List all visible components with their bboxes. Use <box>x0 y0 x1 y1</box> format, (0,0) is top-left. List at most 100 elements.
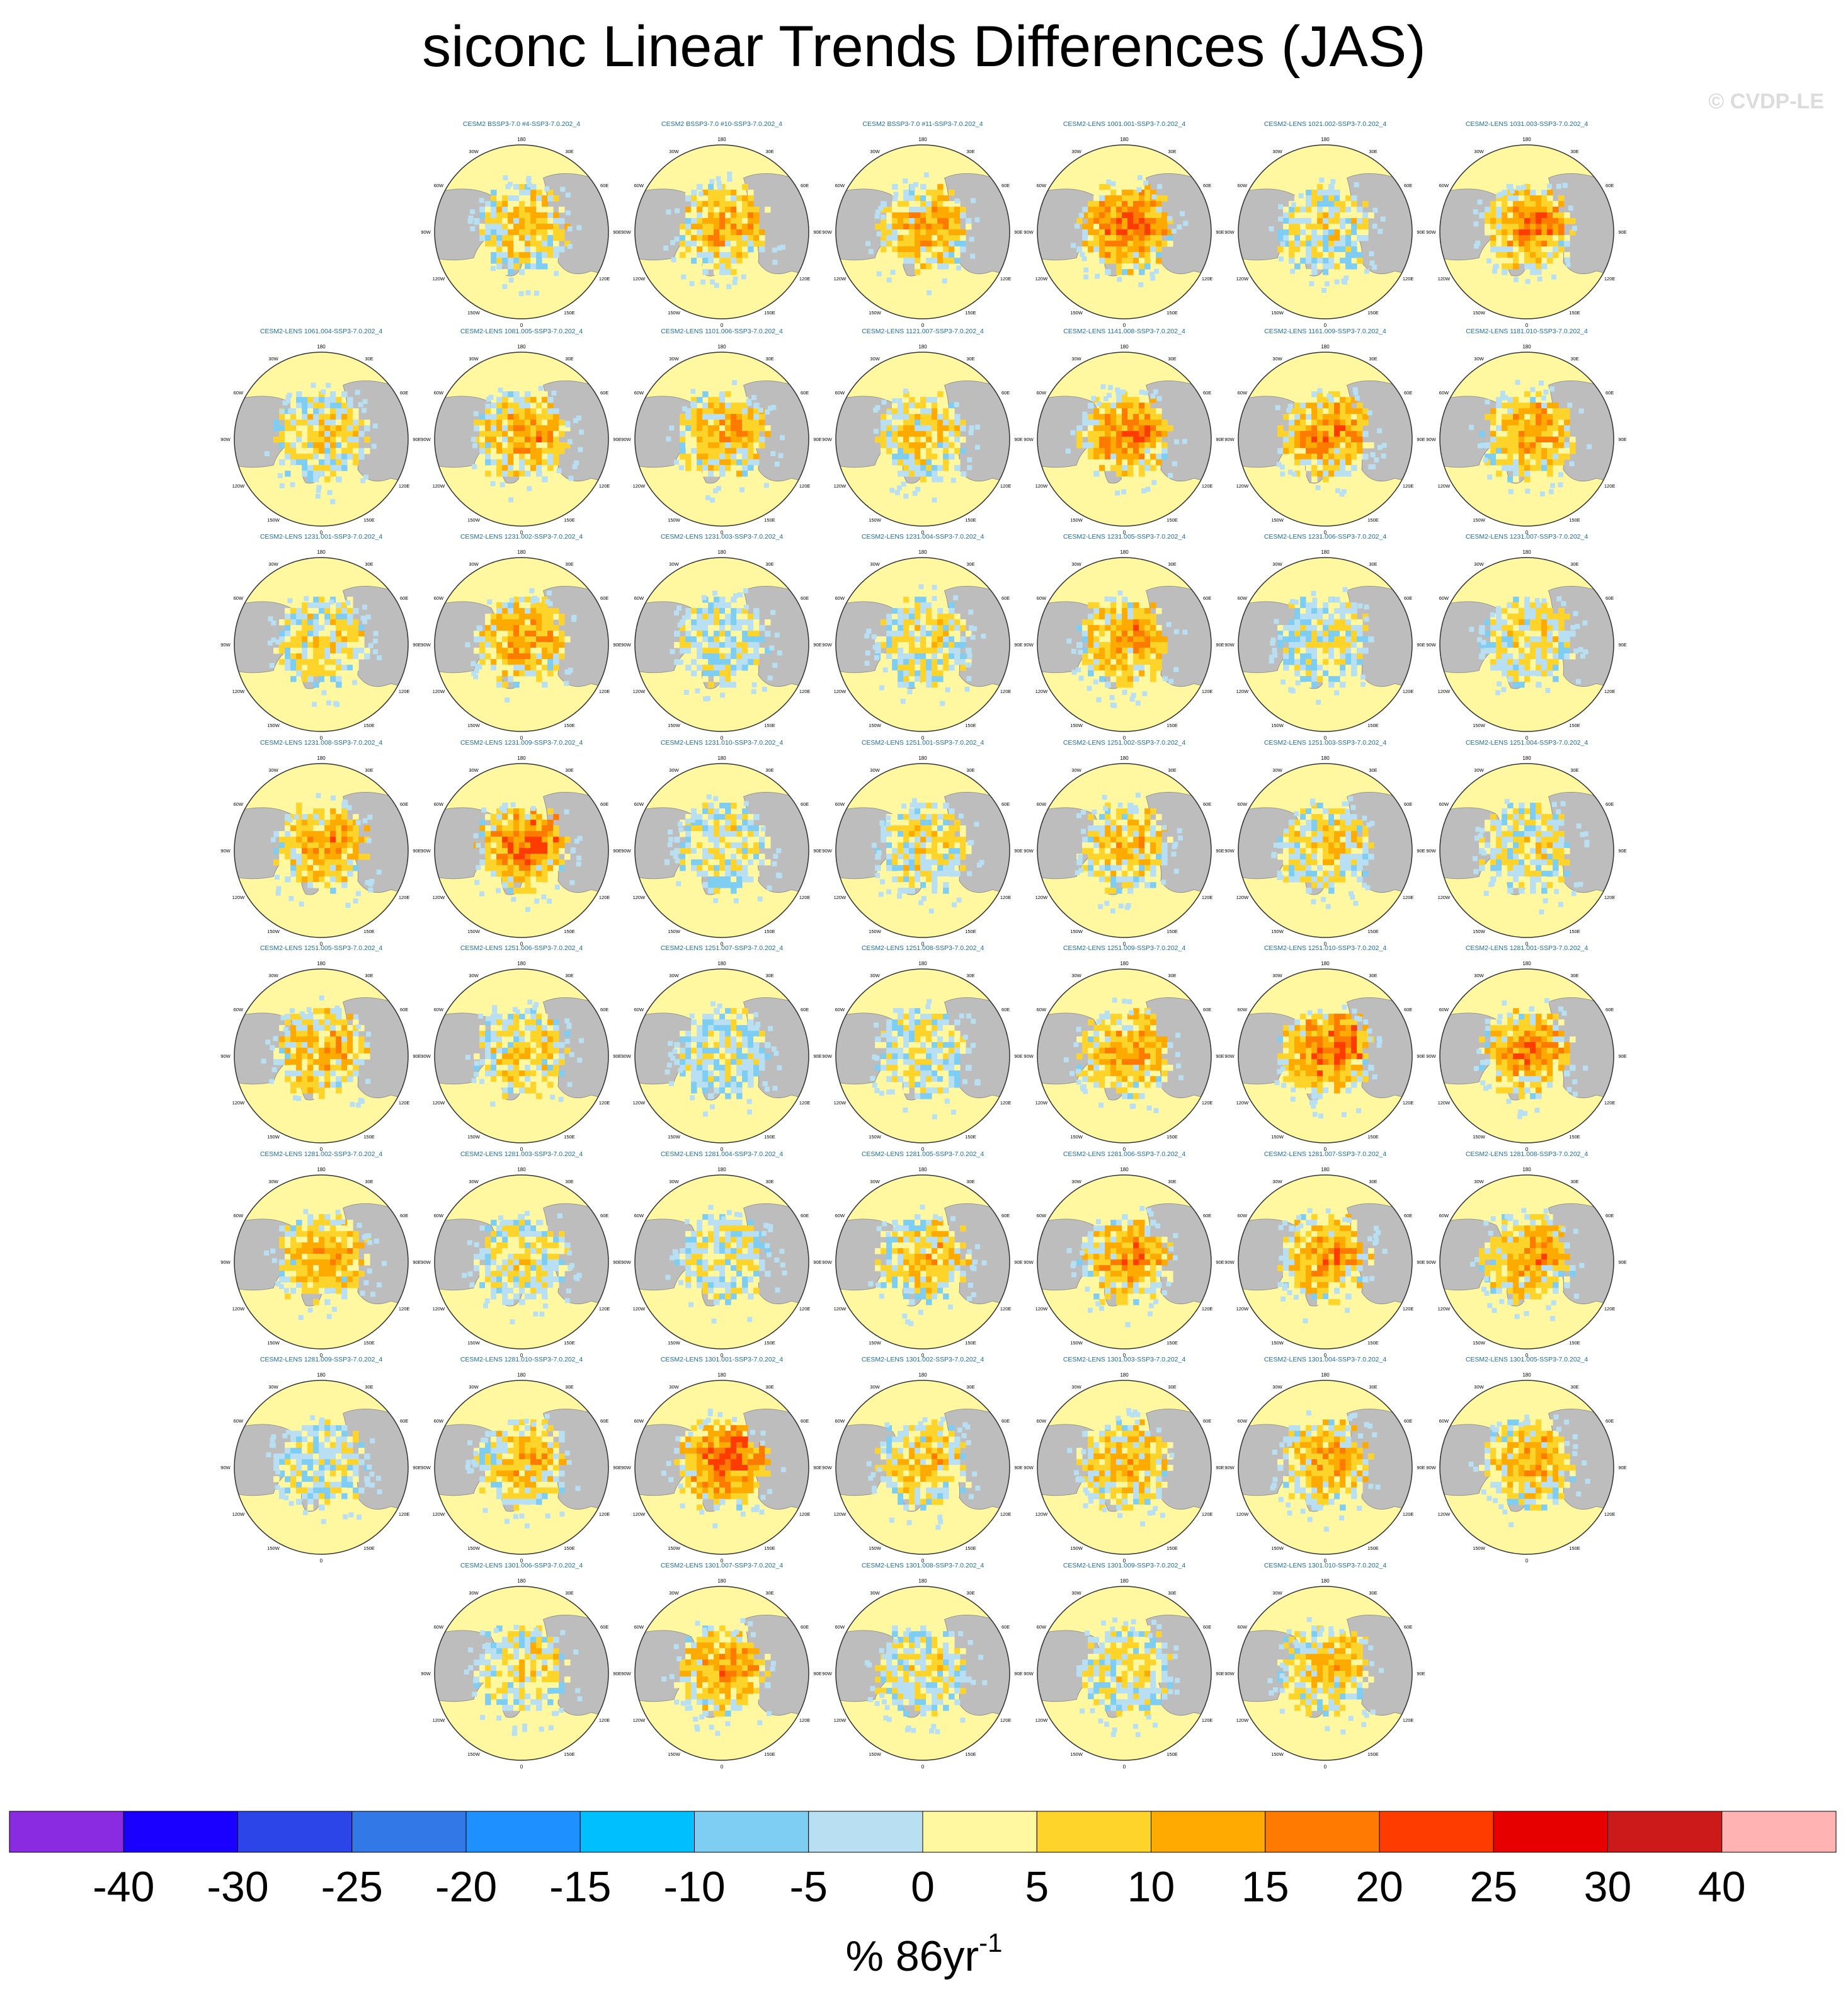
trend-cell <box>1127 614 1134 620</box>
trend-cell <box>1116 190 1122 196</box>
trend-cell <box>296 831 302 837</box>
trend-cell <box>485 448 491 454</box>
trend-cell <box>336 659 342 665</box>
trend-cell <box>1105 454 1111 460</box>
trend-cell <box>519 642 525 648</box>
lon-label: 150W <box>1473 723 1486 728</box>
trend-cell <box>525 820 531 826</box>
trend-cell <box>903 636 910 643</box>
lon-label: 90E <box>1618 437 1626 442</box>
lon-label: 120W <box>1035 483 1049 489</box>
trend-cell <box>290 848 297 854</box>
trend-cell <box>742 246 748 253</box>
trend-cell <box>519 246 525 253</box>
trend-cell <box>1340 625 1346 631</box>
trend-cell <box>1340 241 1346 247</box>
trend-cell <box>1570 625 1576 631</box>
trend-cell <box>1573 648 1579 654</box>
trend-cell <box>1502 212 1508 219</box>
trend-cell <box>1107 385 1113 391</box>
trend-cell <box>341 420 348 426</box>
trend-cell <box>1362 648 1369 654</box>
trend-cell <box>1507 670 1514 677</box>
trend-cell <box>685 224 692 230</box>
trend-cell <box>285 842 291 849</box>
trend-cell <box>502 876 508 883</box>
trend-cell <box>1122 665 1128 671</box>
trend-cell <box>1547 437 1553 443</box>
trend-cell <box>525 207 531 213</box>
trend-cell <box>496 625 503 631</box>
trend-cell <box>725 403 731 409</box>
trend-cell <box>285 854 291 860</box>
trend-cell <box>1357 207 1363 213</box>
panel-title: CESM2-LENS 1021.002-SSP3-7.0.202_4 <box>1264 120 1387 128</box>
trend-cell <box>307 670 314 677</box>
trend-cell <box>1122 465 1128 471</box>
trend-cell <box>1093 229 1100 236</box>
trend-cell <box>1088 448 1094 454</box>
trend-cell <box>909 636 915 643</box>
trend-cell <box>1507 614 1514 620</box>
trend-cell <box>759 437 765 443</box>
trend-cell <box>553 614 559 620</box>
trend-cell <box>519 454 525 460</box>
trend-cell <box>1306 648 1312 654</box>
trend-cell <box>525 619 531 626</box>
trend-cell <box>513 602 520 609</box>
lon-label: 90E <box>413 848 421 854</box>
trend-cell <box>525 224 531 230</box>
trend-cell <box>949 403 955 409</box>
lon-label: 60W <box>1439 183 1449 188</box>
trend-cell <box>362 399 368 404</box>
trend-cell <box>1524 653 1531 660</box>
lon-label: 30W <box>469 149 479 154</box>
trend-cell <box>674 631 680 637</box>
trend-cell <box>508 636 514 643</box>
trend-cell <box>530 229 537 236</box>
trend-cell <box>1093 631 1100 637</box>
trend-cell <box>491 235 497 241</box>
lon-label: 120W <box>433 483 446 489</box>
trend-cell <box>719 682 726 688</box>
trend-cell <box>1485 631 1491 637</box>
trend-cell <box>1507 229 1514 236</box>
trend-cell <box>1569 461 1575 467</box>
trend-cell <box>932 252 938 258</box>
trend-cell <box>1122 252 1128 258</box>
trend-cell <box>530 631 537 637</box>
trend-cell <box>1334 614 1340 620</box>
trend-cell <box>1547 670 1553 677</box>
trend-cell <box>1122 269 1128 275</box>
trend-cell <box>1340 403 1346 409</box>
trend-cell <box>553 425 559 432</box>
trend-cell <box>496 235 503 241</box>
trend-cell <box>319 431 325 437</box>
trend-cell <box>1547 246 1553 253</box>
trend-cell <box>1088 437 1094 443</box>
trend-cell <box>697 614 703 620</box>
trend-cell <box>567 244 573 249</box>
trend-cell <box>508 676 514 682</box>
trend-cell <box>1345 602 1352 609</box>
trend-cell <box>508 814 514 820</box>
trend-cell <box>1157 184 1163 190</box>
trend-cell <box>702 459 709 466</box>
trend-cell <box>736 425 743 432</box>
trend-cell <box>1357 224 1363 230</box>
trend-cell <box>285 815 290 821</box>
trend-cell <box>312 701 317 707</box>
trend-cell <box>1088 653 1094 660</box>
trend-cell <box>1541 431 1548 437</box>
trend-cell <box>1311 269 1318 275</box>
trend-cell <box>1500 395 1506 401</box>
trend-cell <box>502 246 508 253</box>
trend-cell <box>1564 614 1570 620</box>
trend-cell <box>1139 420 1145 426</box>
lon-label: 120W <box>433 689 446 694</box>
trend-cell <box>949 608 955 614</box>
trend-cell <box>1105 190 1111 196</box>
trend-cell <box>491 246 497 253</box>
trend-cell <box>1099 218 1105 224</box>
trend-cell <box>545 599 550 604</box>
